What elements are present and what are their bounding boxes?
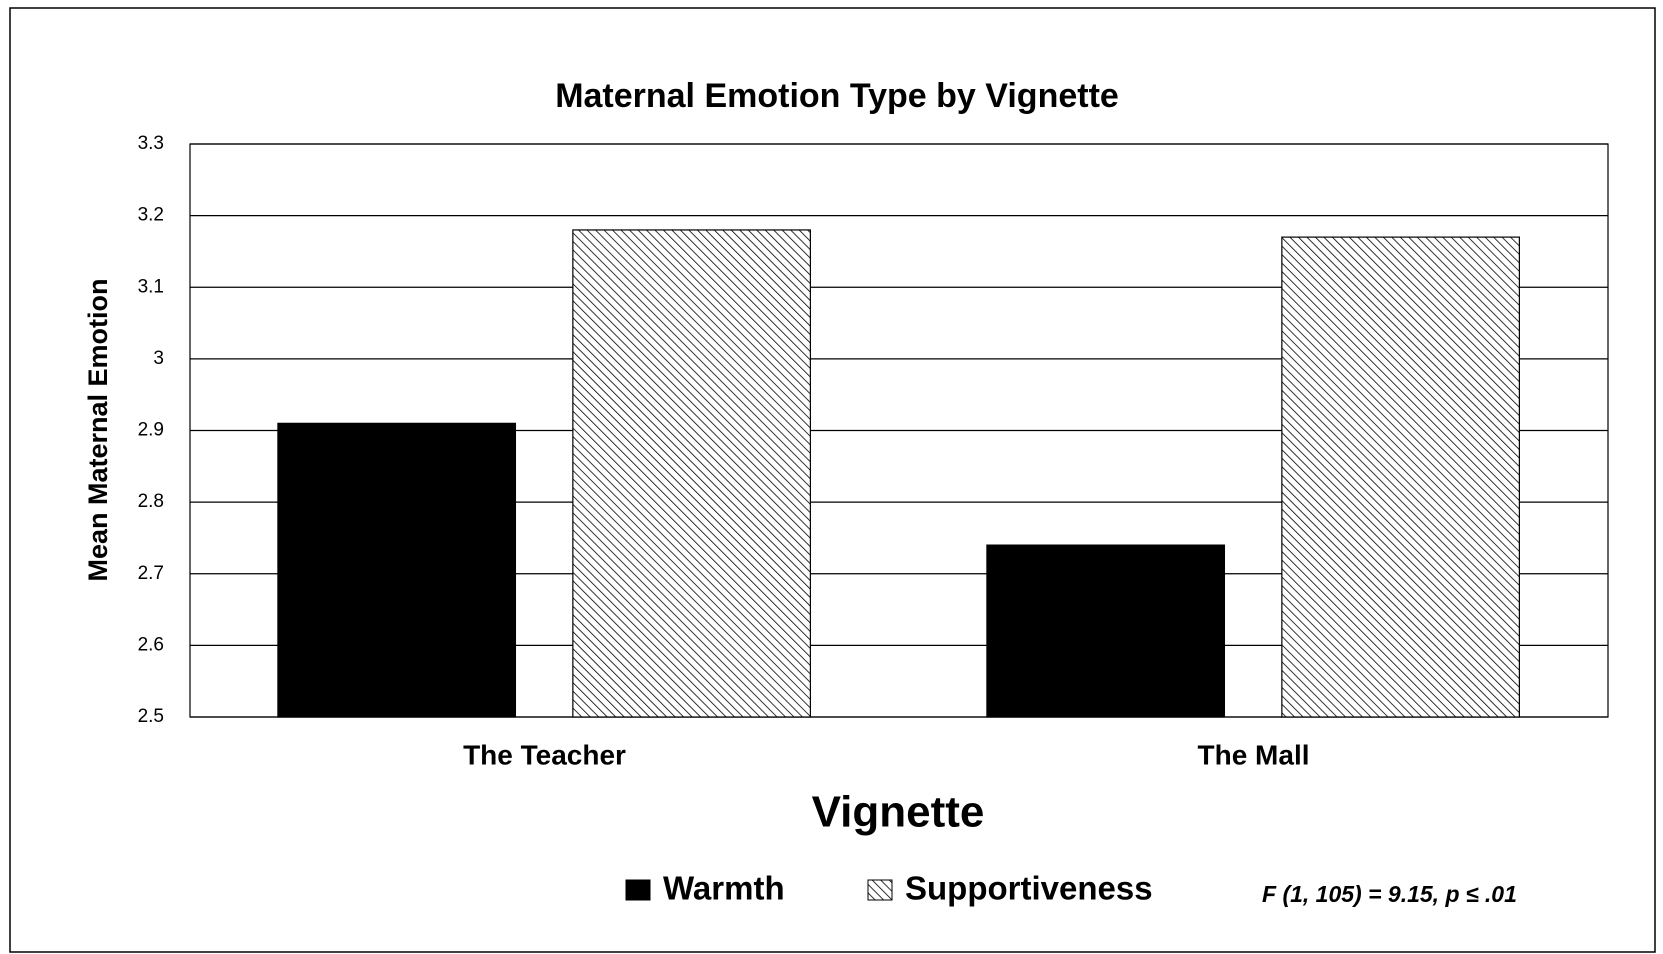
y-tick-label: 3 xyxy=(153,348,164,369)
legend-label: Supportiveness xyxy=(905,870,1153,907)
y-axis-label: Mean Maternal Emotion xyxy=(83,278,113,581)
legend-swatch xyxy=(867,879,893,901)
plot-border xyxy=(189,143,1609,718)
y-tick-label: 2.9 xyxy=(138,420,164,441)
bar xyxy=(572,229,811,718)
x-tick-label: The Teacher xyxy=(463,739,626,770)
y-tick-label: 3.3 xyxy=(138,133,164,154)
y-tick-label: 2.7 xyxy=(138,563,164,584)
legend-label: Warmth xyxy=(663,870,785,907)
bar xyxy=(986,544,1226,718)
x-tick-label: The Mall xyxy=(1197,739,1309,770)
y-tick-label: 2.5 xyxy=(138,706,164,727)
chart-title: Maternal Emotion Type by Vignette xyxy=(555,77,1119,115)
bar xyxy=(1281,236,1520,718)
x-axis-label: Vignette xyxy=(812,788,985,837)
annotation: F (1, 105) = 9.15, p ≤ .01 xyxy=(1262,881,1517,907)
legend-swatch xyxy=(625,879,651,901)
y-tick-label: 2.6 xyxy=(138,634,164,655)
y-tick-label: 2.8 xyxy=(138,491,164,512)
y-tick-label: 3.1 xyxy=(138,276,164,297)
y-tick-label: 3.2 xyxy=(138,205,164,226)
bar xyxy=(277,422,517,718)
